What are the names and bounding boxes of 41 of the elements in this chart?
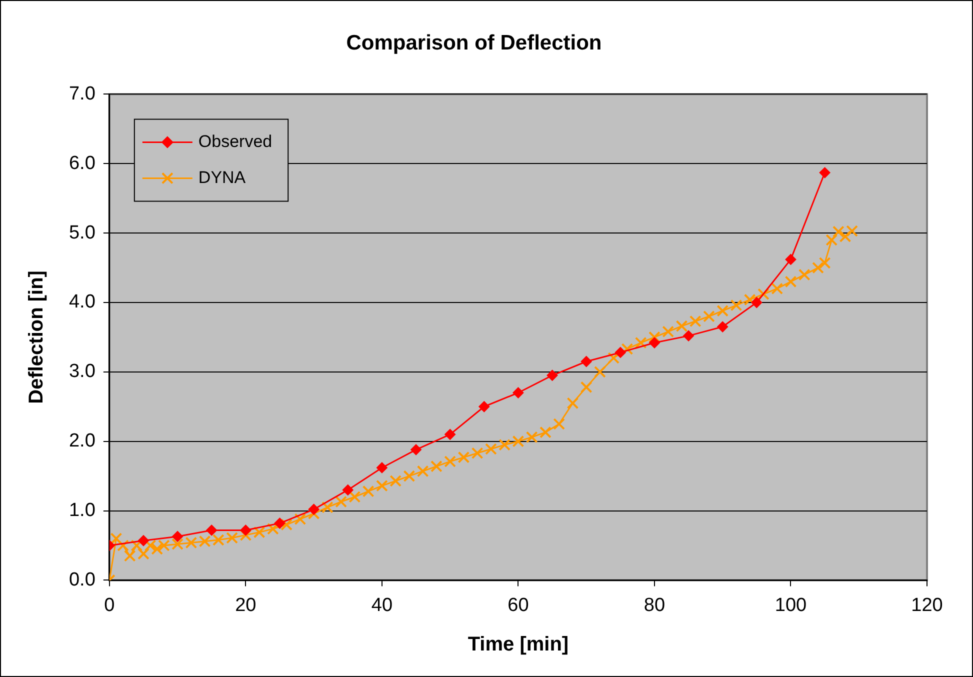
x-tick-label: 120 [911, 594, 943, 616]
y-axis-title: Deflection [in] [26, 270, 48, 404]
point [717, 321, 728, 332]
point [785, 254, 796, 265]
y-tick-label: 2.0 [68, 430, 96, 452]
x-tick-label: 100 [774, 594, 807, 616]
y-tick-label: 7.0 [68, 83, 96, 104]
point [580, 356, 592, 367]
y-tick-label: 0.0 [68, 569, 96, 590]
point [138, 535, 149, 546]
point [751, 296, 762, 308]
x-tick-label: 0 [104, 594, 115, 616]
x-tick-label: 20 [235, 594, 256, 616]
y-tick-label: 5.0 [68, 222, 96, 244]
y-tick-label: 1.0 [68, 500, 96, 522]
x-tick-label: 40 [371, 594, 393, 616]
point [614, 346, 626, 358]
point [648, 337, 660, 348]
point [172, 530, 184, 542]
x-tick-label: 60 [508, 594, 529, 616]
x-tick-label: 80 [644, 594, 666, 616]
point [240, 524, 252, 536]
point [410, 444, 422, 456]
point [342, 484, 354, 496]
point [376, 462, 388, 474]
legend-label: DYNA [198, 168, 246, 187]
y-tick-label: 6.0 [68, 152, 96, 174]
legend-label: Observed [198, 132, 272, 151]
y-tick-label: 3.0 [68, 361, 96, 382]
point [683, 330, 694, 342]
point [512, 387, 524, 398]
point [206, 524, 218, 536]
point [444, 428, 456, 440]
x-axis-title: Time [min] [468, 634, 569, 656]
point [308, 504, 320, 515]
y-tick-label: 4.0 [68, 292, 96, 313]
point [819, 167, 830, 178]
point [478, 401, 490, 412]
point [546, 370, 558, 381]
chart-title: Comparison of Deflection [346, 31, 602, 54]
point [274, 518, 286, 529]
